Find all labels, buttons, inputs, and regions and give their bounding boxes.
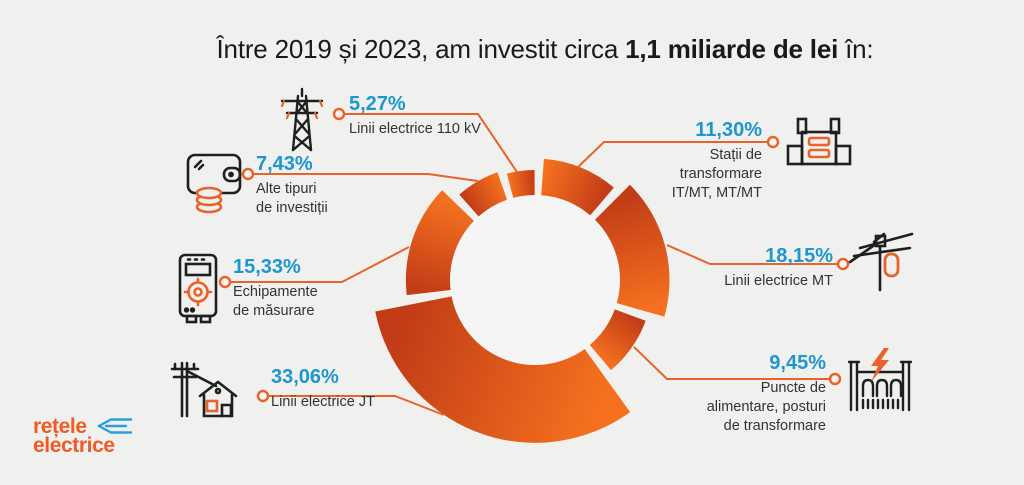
- title-prefix: Între 2019 și 2023, am investit circa: [216, 34, 626, 64]
- donut-segment-linii-jt: [375, 296, 631, 443]
- item-label: Stații de transformare IT/MT, MT/MT: [671, 147, 762, 201]
- percentage-value: 11,30%: [695, 119, 762, 141]
- transmission-tower-icon: [280, 87, 324, 152]
- meter-icon: [178, 253, 218, 324]
- leader-line-echipamente: [225, 246, 410, 283]
- flow-arrows-icon: [97, 418, 132, 434]
- pole-house-icon: [170, 361, 238, 418]
- item-label: Linii electrice JT: [271, 394, 375, 410]
- percentage-value: 7,43%: [256, 153, 313, 175]
- substation-fence-icon: [847, 348, 913, 412]
- transformer-station-icon: [786, 117, 852, 166]
- item-label: Linii electrice 110 kV: [349, 121, 481, 137]
- leader-line-statii: [577, 141, 773, 168]
- leader-dot-linii-110kv: [332, 107, 346, 121]
- donut-segment-echipamente: [405, 190, 474, 296]
- title-bold-amount: 1,1 miliarde de lei: [625, 34, 839, 64]
- item-echipamente-masurare: 15,33% Echipamente de măsurare: [233, 255, 318, 321]
- item-label: Alte tipuri de investiții: [256, 181, 328, 216]
- leader-dot-linii-mt: [836, 257, 850, 271]
- leader-dot-alte: [241, 167, 255, 181]
- item-statii-transformare: 11,30% Stații de transformare IT/MT, MT/MT: [672, 118, 762, 203]
- page-title: Între 2019 și 2023, am investit circa 1,…: [66, 34, 1024, 65]
- leader-dot-linii-jt: [256, 389, 270, 403]
- leader-dot-statii: [766, 135, 780, 149]
- item-alte-investitii: 7,43% Alte tipuri de investiții: [256, 152, 328, 218]
- percentage-value: 5,27%: [349, 93, 406, 115]
- logo-line2: electrice: [33, 434, 115, 457]
- leader-line-linii-mt: [666, 244, 843, 265]
- item-label: Puncte de alimentare, posturi de transform…: [706, 380, 826, 434]
- donut-segment-linii-110kv: [506, 169, 535, 198]
- item-linii-jt: 33,06% Linii electrice JT: [271, 365, 375, 412]
- retele-electrice-logo: rețele electrice: [33, 414, 133, 457]
- percentage-value: 9,45%: [769, 352, 826, 374]
- leader-line-puncte: [633, 346, 835, 380]
- leader-line-alte: [248, 173, 479, 182]
- donut-segment-alte: [459, 172, 508, 217]
- donut-segment-linii-mt: [594, 184, 670, 317]
- percentage-value: 33,06%: [271, 366, 339, 388]
- item-puncte-alimentare: 9,45% Puncte de alimentare, posturi de tra…: [707, 351, 826, 436]
- item-linii-110kv: 5,27% Linii electrice 110 kV: [349, 92, 481, 139]
- leader-line-linii-110kv: [339, 113, 518, 173]
- donut-segment-statii: [541, 158, 614, 216]
- leader-dot-echipamente: [218, 275, 232, 289]
- item-label: Echipamente de măsurare: [233, 284, 318, 319]
- percentage-value: 15,33%: [233, 256, 301, 278]
- title-suffix: în:: [838, 34, 874, 64]
- wallet-icon: [186, 153, 242, 214]
- item-label: Linii electrice MT: [724, 273, 833, 289]
- logo-line1: rețele: [33, 414, 87, 438]
- donut-segment-puncte: [589, 309, 646, 371]
- item-linii-mt: 18,15% Linii electrice MT: [724, 244, 833, 291]
- leader-line-linii-jt: [263, 395, 445, 416]
- leader-dot-puncte: [828, 372, 842, 386]
- percentage-value: 18,15%: [765, 245, 833, 267]
- mt-power-line-icon: [848, 232, 914, 292]
- donut-hole: [448, 193, 622, 367]
